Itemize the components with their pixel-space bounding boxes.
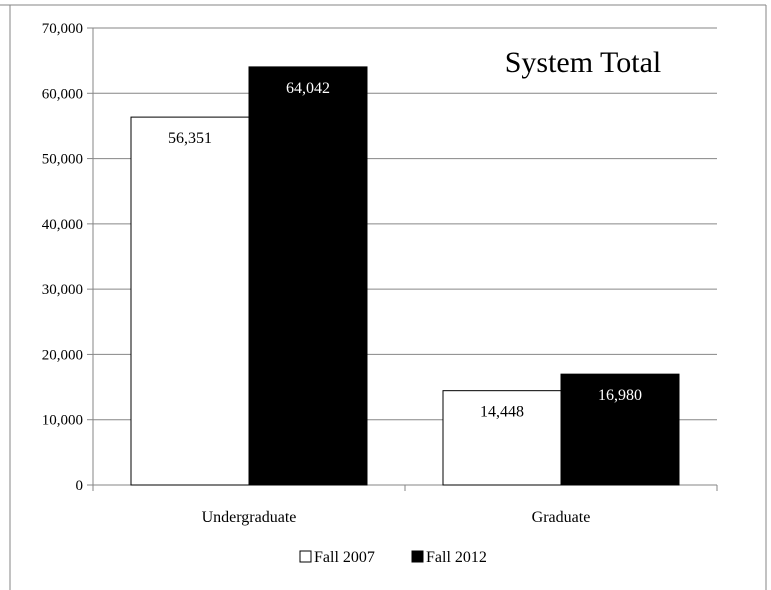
bar-fall-2007-undergraduate [130,116,250,486]
y-tick-label: 30,000 [42,282,83,298]
bars [130,66,680,486]
legend-label: Fall 2007 [314,549,375,566]
chart-title: System Total [505,46,662,79]
legend-label: Fall 2012 [426,549,487,566]
data-labels: 56,351 64,042 14,448 16,980 [168,80,642,421]
y-tick-label: 10,000 [42,413,83,429]
bar-fall-2012-graduate [560,373,680,486]
legend-item: Fall 2012 [411,549,487,566]
data-label: 64,042 [286,80,330,97]
legend-swatch [299,550,312,563]
y-tick-label: 0 [76,478,84,494]
legend-item: Fall 2007 [299,549,375,566]
x-category-label: Graduate [532,509,591,526]
bar-fall-2012-undergraduate [248,66,368,486]
x-category-label: Undergraduate [202,509,297,526]
y-tick-label: 50,000 [42,152,83,168]
legend-swatch [411,550,424,563]
bar-fall-2007-graduate [442,390,562,486]
y-tick-label: 40,000 [42,217,83,233]
y-tick-label: 70,000 [42,21,83,37]
data-label: 16,980 [598,387,642,404]
y-tick-label: 20,000 [42,347,83,363]
legend: Fall 2007 Fall 2012 [299,549,487,566]
y-tick-label: 60,000 [42,86,83,102]
data-label: 14,448 [480,404,524,421]
axes: 0 10,000 20,000 30,000 40,000 50,000 60,000 70,… [42,21,718,526]
data-label: 56,351 [168,130,212,147]
